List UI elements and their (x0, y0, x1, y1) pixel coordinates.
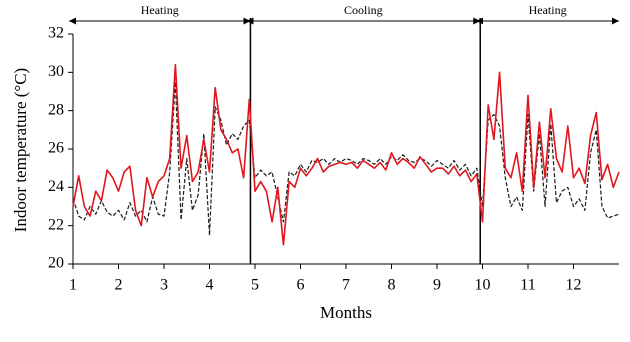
series-line (72, 63, 620, 246)
y-tick-label: 32 (48, 25, 64, 42)
annotation: Heating (529, 3, 567, 17)
x-tick-label: 9 (433, 277, 441, 294)
x-tick-label: 7 (342, 277, 350, 294)
annotation: Cooling (344, 3, 383, 17)
x-tick-label: 3 (160, 277, 168, 294)
y-tick-label: 22 (48, 216, 64, 233)
y-tick-label: 20 (48, 255, 64, 272)
x-tick-label: 5 (251, 277, 259, 294)
y-tick-label: 26 (48, 140, 64, 157)
annotation: Heating (141, 3, 179, 17)
y-tick-label: 24 (48, 178, 64, 195)
x-tick-label: 8 (388, 277, 396, 294)
x-tick-label: 1 (69, 277, 77, 294)
x-tick-label: 10 (475, 277, 491, 294)
x-tick-label: 11 (520, 277, 535, 294)
series-line (72, 81, 620, 236)
x-tick-label: 12 (566, 277, 582, 294)
x-tick-label: 4 (206, 277, 214, 294)
y-tick-label: 30 (48, 63, 64, 80)
x-tick-label: 6 (297, 277, 305, 294)
y-axis-title: Indoor temperature (°C) (11, 68, 30, 232)
x-tick-label: 2 (115, 277, 123, 294)
x-axis-title: Months (320, 303, 372, 322)
y-tick-label: 28 (48, 101, 64, 118)
